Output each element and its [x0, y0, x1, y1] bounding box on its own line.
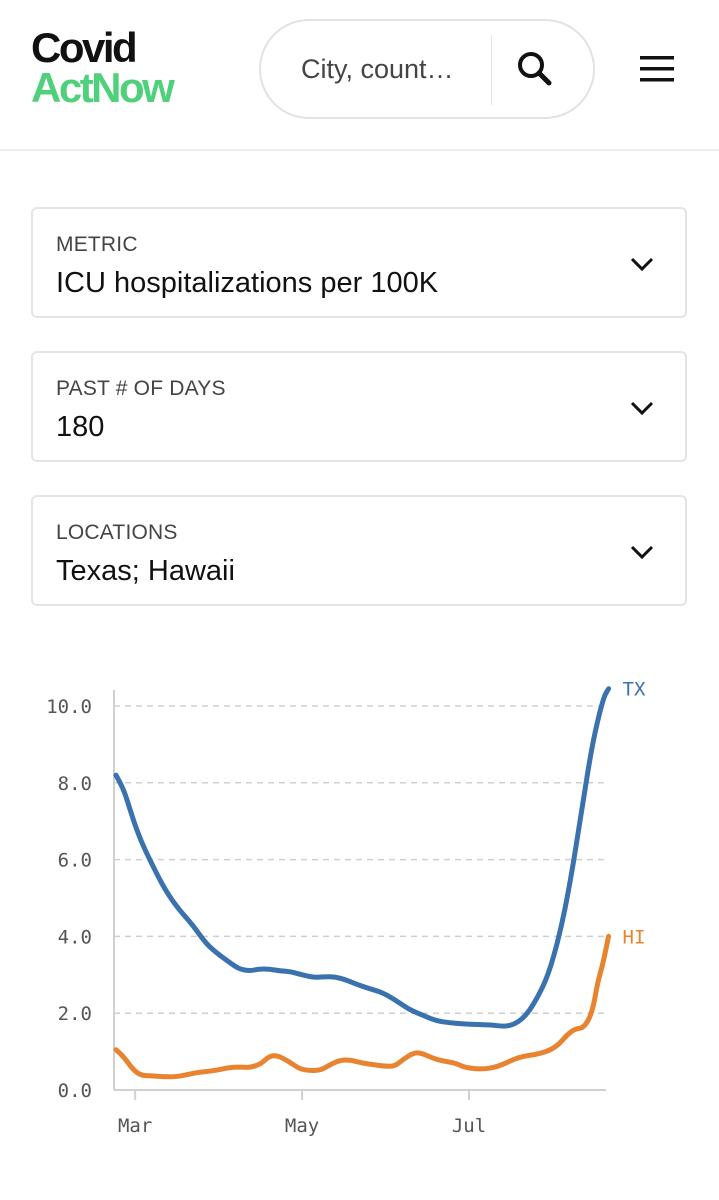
y-tick-label: 0.0 — [58, 1080, 92, 1102]
days-selector-label: PAST # OF DAYS — [56, 377, 226, 400]
icu-hospitalizations-chart: 0.0 2.0 4.0 6.0 8.0 10.0 Mar May Jul TX HI — [46, 679, 646, 1137]
chevron-down-icon — [630, 545, 654, 560]
series-line-hi — [113, 933, 612, 1080]
search-button[interactable] — [513, 47, 557, 91]
menu-button[interactable] — [638, 54, 676, 84]
series-line-tx — [113, 686, 612, 1029]
metric-selector[interactable]: METRIC ICU hospitalizations per 100K — [31, 207, 687, 318]
x-tick-label: May — [285, 1115, 319, 1137]
metric-selector-value: ICU hospitalizations per 100K — [56, 267, 439, 299]
locations-selector-value: Texas; Hawaii — [56, 555, 235, 587]
search-icon — [518, 52, 552, 86]
y-tick-label: 10.0 — [46, 696, 92, 718]
logo-line-covid: Covid — [31, 24, 138, 71]
days-selector-value: 180 — [56, 411, 105, 443]
series-label-hi: HI — [623, 926, 646, 948]
search-divider — [491, 35, 492, 105]
search-box — [259, 19, 595, 119]
metric-selector-label: METRIC — [56, 233, 138, 256]
hamburger-menu-icon — [640, 56, 674, 82]
y-tick-label: 8.0 — [58, 773, 92, 795]
series-label-tx: TX — [623, 679, 646, 701]
covid-act-now-logo[interactable]: Covid ActNow — [31, 24, 175, 111]
search-input[interactable] — [301, 47, 491, 91]
y-tick-label: 6.0 — [58, 850, 92, 872]
x-tick-label: Jul — [452, 1115, 486, 1137]
x-tick-label: Mar — [118, 1115, 152, 1137]
locations-selector-label: LOCATIONS — [56, 521, 178, 544]
locations-selector[interactable]: LOCATIONS Texas; Hawaii — [31, 495, 687, 606]
days-selector[interactable]: PAST # OF DAYS 180 — [31, 351, 687, 462]
y-tick-label: 4.0 — [58, 926, 92, 948]
y-tick-label: 2.0 — [58, 1003, 92, 1025]
chevron-down-icon — [630, 257, 654, 272]
site-header: Covid ActNow — [0, 0, 719, 151]
logo-line-actnow: ActNow — [31, 64, 175, 111]
chevron-down-icon — [630, 401, 654, 416]
